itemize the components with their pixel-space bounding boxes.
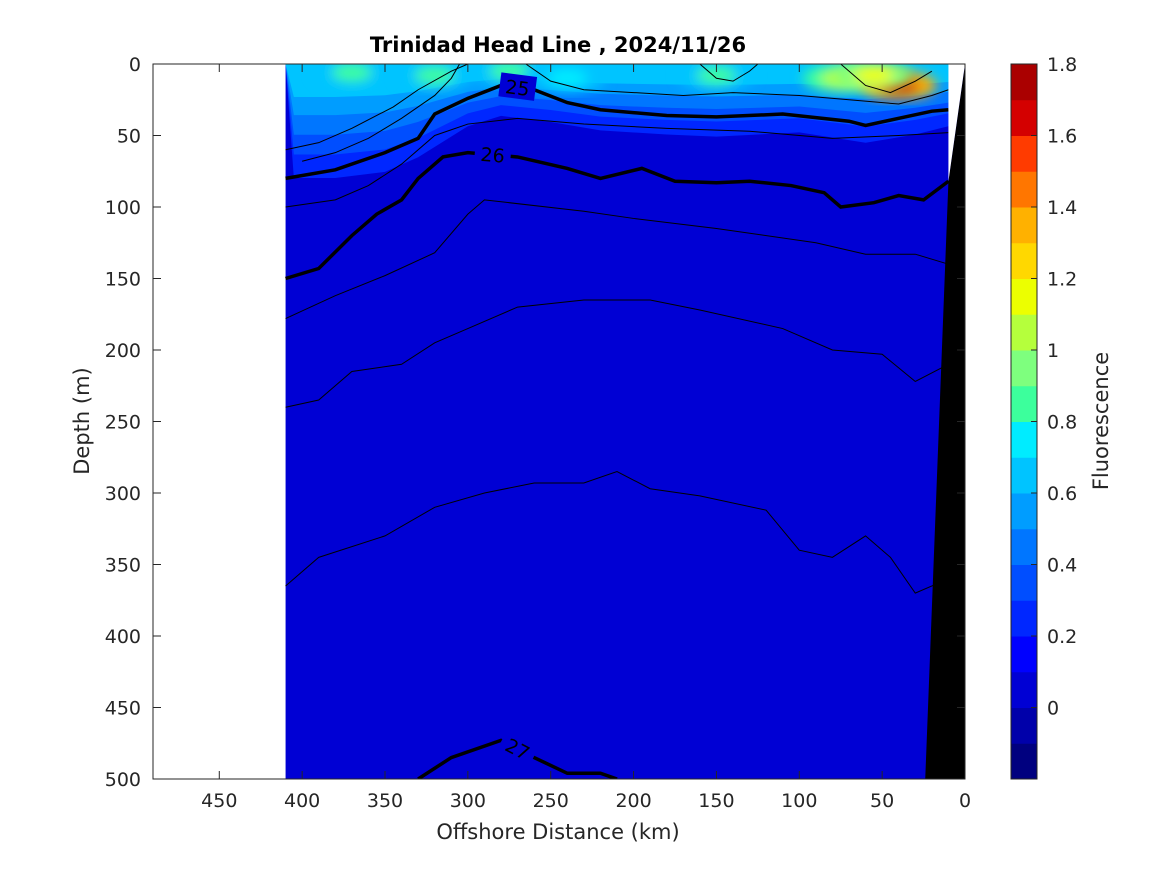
- colorbar-segment: [1011, 99, 1037, 136]
- fluorescence-patch-core: [547, 69, 588, 88]
- y-tick-label: 100: [105, 197, 141, 219]
- fluorescence-patch: [529, 64, 606, 93]
- x-tick-label: 300: [450, 790, 486, 812]
- y-tick-label: 300: [105, 483, 141, 505]
- colorbar-segment: [1011, 314, 1037, 351]
- x-tick-label: 200: [615, 790, 651, 812]
- y-tick-label: 500: [105, 769, 141, 791]
- density-contour-thin: [285, 117, 949, 208]
- density-contour-thin: [285, 64, 469, 151]
- colorbar-tick-label: 1.2: [1047, 269, 1077, 291]
- density-contour-thin: [525, 64, 949, 105]
- density-contour-bold: [285, 150, 950, 281]
- x-tick-label: 400: [284, 790, 320, 812]
- y-tick-label: 150: [105, 269, 141, 291]
- colorbar-tick-label: 1: [1047, 340, 1059, 362]
- colorbar-tick-label: 1.6: [1047, 126, 1077, 148]
- y-tick-label: 450: [105, 698, 141, 720]
- colorbar-tick-label: 0.2: [1047, 626, 1077, 648]
- y-tick-label: 250: [105, 412, 141, 434]
- y-tick-label: 400: [105, 626, 141, 648]
- density-contour-bold: [285, 83, 949, 181]
- chart-title: Trinidad Head Line , 2024/11/26: [370, 33, 746, 57]
- bathymetry-shelf: [925, 64, 965, 779]
- density-contour-bold: [417, 738, 618, 779]
- fluorescence-patch: [396, 64, 473, 90]
- colorbar-segment: [1011, 385, 1037, 422]
- x-axis: 450 400 350 300 250 200 150 100 50 0: [201, 64, 971, 812]
- x-tick-label: 350: [367, 790, 403, 812]
- colorbar-segment: [1011, 600, 1037, 637]
- y-tick-label: 200: [105, 340, 141, 362]
- fluorescence-patch-core: [414, 66, 455, 85]
- colorbar-tick-label: 0.4: [1047, 555, 1077, 577]
- y-tick-label: 0: [129, 54, 141, 76]
- contour-label: 25: [504, 76, 531, 101]
- colorbar-segment: [1011, 528, 1037, 565]
- contour-label-bg: [496, 729, 540, 768]
- density-contour-thin: [840, 64, 933, 94]
- colorbar-segment: [1011, 636, 1037, 673]
- contour-label-bg: [473, 140, 512, 168]
- colorbar-tick-label: 1.4: [1047, 197, 1077, 219]
- colorbar-segment: [1011, 171, 1037, 208]
- y-axis: 0 50 100 150 200 250 300 350 400 450 500: [105, 54, 965, 791]
- colorbar-tick-label: 0.8: [1047, 412, 1077, 434]
- colorbar-segment: [1011, 135, 1037, 172]
- colorbar-segment: [1011, 350, 1037, 387]
- colorbar-segment: [1011, 457, 1037, 494]
- y-axis-label: Depth (m): [70, 367, 94, 474]
- fluorescence-patch-core: [853, 66, 894, 85]
- colorbar-segment: [1011, 278, 1037, 315]
- colorbar-segment: [1011, 207, 1037, 244]
- colorbar-segment: [1011, 242, 1037, 279]
- shelf-gap: [948, 64, 965, 182]
- colorbar-segment: [1011, 707, 1037, 744]
- density-contour-thin: [699, 64, 759, 82]
- colorbar-segment: [1011, 421, 1037, 458]
- colorbar: 0 0.2 0.4 0.6 0.8 1 1.2 1.4 1.6 1.8: [1010, 54, 1077, 780]
- y-tick-label: 350: [105, 555, 141, 577]
- fluorescence-patch-core: [331, 64, 372, 82]
- x-tick-label: 50: [870, 790, 894, 812]
- x-tick-label: 0: [959, 790, 971, 812]
- x-tick-label: 450: [201, 790, 237, 812]
- fluorescence-patch: [835, 64, 912, 90]
- shelf-shape: [925, 64, 965, 779]
- colorbar-segment: [1011, 671, 1037, 708]
- plot-area: [285, 64, 965, 779]
- y-tick-label: 50: [117, 126, 141, 148]
- colorbar-tick-label: 0.6: [1047, 483, 1077, 505]
- colorbar-segment: [1011, 493, 1037, 530]
- colorbar-segment: [1011, 64, 1037, 101]
- colorbar-tick-label: 1.8: [1047, 54, 1077, 76]
- colorbar-tick-label: 0: [1047, 698, 1059, 720]
- contour-label: 26: [480, 144, 506, 168]
- density-contour-thin: [285, 471, 949, 594]
- x-tick-label: 150: [698, 790, 734, 812]
- fluorescence-background: [285, 64, 965, 779]
- x-axis-label: Offshore Distance (km): [436, 820, 679, 844]
- contour-label-bg: [498, 72, 538, 101]
- colorbar-label: Fluorescence: [1089, 352, 1113, 490]
- density-contour-thin: [302, 64, 461, 162]
- colorbar-segment: [1011, 743, 1037, 780]
- density-contour-thin: [285, 199, 949, 319]
- x-tick-label: 100: [781, 790, 817, 812]
- density-contour-thin: [285, 299, 949, 408]
- x-tick-label: 250: [533, 790, 569, 812]
- colorbar-segment: [1011, 564, 1037, 601]
- fluorescence-patch: [313, 64, 390, 87]
